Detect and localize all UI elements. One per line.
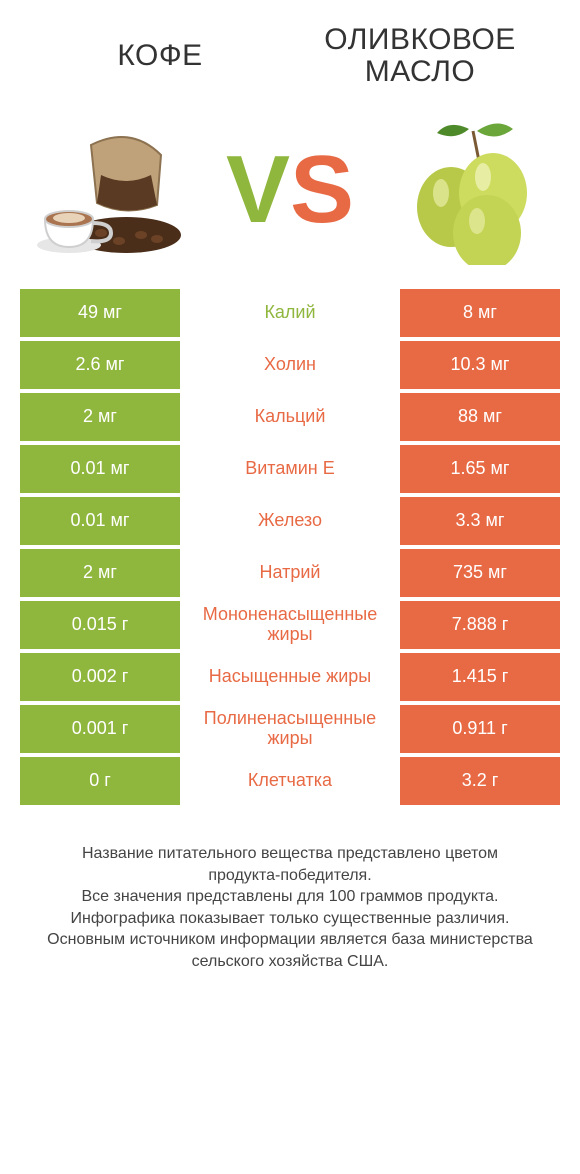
nutrient-label: Натрий bbox=[180, 549, 400, 597]
comparison-table: 49 мгКалий8 мг2.6 мгХолин10.3 мг2 мгКаль… bbox=[20, 289, 560, 809]
table-row: 49 мгКалий8 мг bbox=[20, 289, 560, 341]
value-left: 0.002 г bbox=[20, 653, 180, 701]
table-row: 0.01 мгВитамин E1.65 мг bbox=[20, 445, 560, 497]
nutrient-label: Витамин E bbox=[180, 445, 400, 493]
value-right: 3.3 мг bbox=[400, 497, 560, 545]
table-row: 0.01 мгЖелезо3.3 мг bbox=[20, 497, 560, 549]
table-row: 2 мгКальций88 мг bbox=[20, 393, 560, 445]
footer-line: Инфографика показывает только существенн… bbox=[44, 908, 536, 930]
value-left: 2.6 мг bbox=[20, 341, 180, 389]
footer-line: Основным источником информации является … bbox=[44, 929, 536, 972]
hero: VS bbox=[20, 115, 560, 289]
value-right: 735 мг bbox=[400, 549, 560, 597]
olive-icon bbox=[384, 115, 554, 265]
nutrient-label: Насыщенные жиры bbox=[180, 653, 400, 701]
table-row: 0.001 гПолиненасыщенные жиры0.911 г bbox=[20, 705, 560, 757]
value-right: 1.415 г bbox=[400, 653, 560, 701]
value-right: 7.888 г bbox=[400, 601, 560, 649]
value-left: 0 г bbox=[20, 757, 180, 805]
table-row: 0.002 гНасыщенные жиры1.415 г bbox=[20, 653, 560, 705]
nutrient-label: Калий bbox=[180, 289, 400, 337]
value-left: 0.015 г bbox=[20, 601, 180, 649]
vs-label: VS bbox=[226, 142, 354, 238]
vs-v: V bbox=[226, 142, 290, 238]
value-left: 2 мг bbox=[20, 393, 180, 441]
footer-line: Название питательного вещества представл… bbox=[44, 843, 536, 886]
nutrient-label: Холин bbox=[180, 341, 400, 389]
footer-notes: Название питательного вещества представл… bbox=[20, 809, 560, 973]
value-left: 0.001 г bbox=[20, 705, 180, 753]
footer-line: Все значения представлены для 100 граммо… bbox=[44, 886, 536, 908]
vs-s: S bbox=[290, 142, 354, 238]
title-right: ОЛИВКОВОЕ МАСЛО bbox=[290, 24, 550, 87]
header: КОФЕ ОЛИВКОВОЕ МАСЛО bbox=[20, 24, 560, 87]
coffee-icon bbox=[26, 115, 196, 265]
value-right: 10.3 мг bbox=[400, 341, 560, 389]
value-left: 49 мг bbox=[20, 289, 180, 337]
nutrient-label: Железо bbox=[180, 497, 400, 545]
value-right: 3.2 г bbox=[400, 757, 560, 805]
nutrient-label: Мононенасыщенные жиры bbox=[180, 601, 400, 649]
table-row: 2.6 мгХолин10.3 мг bbox=[20, 341, 560, 393]
table-row: 0.015 гМононенасыщенные жиры7.888 г bbox=[20, 601, 560, 653]
value-right: 8 мг bbox=[400, 289, 560, 337]
table-row: 2 мгНатрий735 мг bbox=[20, 549, 560, 601]
title-left: КОФЕ bbox=[30, 39, 290, 73]
value-left: 2 мг bbox=[20, 549, 180, 597]
value-right: 1.65 мг bbox=[400, 445, 560, 493]
table-row: 0 гКлетчатка3.2 г bbox=[20, 757, 560, 809]
value-right: 0.911 г bbox=[400, 705, 560, 753]
value-left: 0.01 мг bbox=[20, 497, 180, 545]
nutrient-label: Клетчатка bbox=[180, 757, 400, 805]
nutrient-label: Кальций bbox=[180, 393, 400, 441]
nutrient-label: Полиненасыщенные жиры bbox=[180, 705, 400, 753]
value-right: 88 мг bbox=[400, 393, 560, 441]
value-left: 0.01 мг bbox=[20, 445, 180, 493]
